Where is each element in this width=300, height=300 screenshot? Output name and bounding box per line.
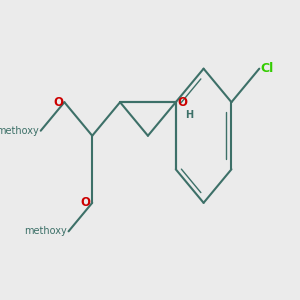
- Text: O: O: [177, 96, 187, 109]
- Text: O: O: [53, 96, 63, 109]
- Text: methoxy: methoxy: [0, 126, 39, 136]
- Text: Cl: Cl: [261, 62, 274, 75]
- Text: H: H: [185, 110, 194, 120]
- Text: O: O: [81, 196, 91, 209]
- Text: methoxy: methoxy: [24, 226, 67, 236]
